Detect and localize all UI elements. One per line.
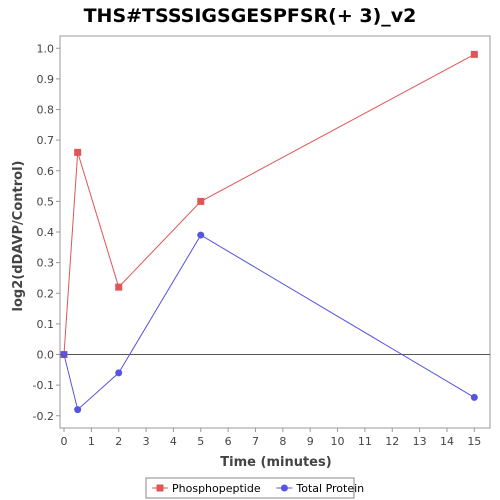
- data-point-phosphopeptide: [74, 148, 82, 156]
- x-axis: 0 1 2 3 4 5 6 7 8 9 10 11 12 13 14 15: [61, 428, 481, 448]
- legend-marker-total-protein: [280, 484, 288, 492]
- data-point-total-protein: [74, 406, 82, 414]
- y-tick-label: -0.2: [33, 410, 54, 423]
- x-tick-label: 1: [88, 435, 95, 448]
- x-tick-label: 0: [61, 435, 68, 448]
- x-tick-label: 14: [440, 435, 454, 448]
- y-tick-label: 0.5: [37, 195, 55, 208]
- x-tick-label: 12: [385, 435, 399, 448]
- x-tick-label: 10: [331, 435, 345, 448]
- data-point-total-protein: [197, 231, 205, 239]
- x-tick-label: 3: [143, 435, 150, 448]
- y-tick-label: 0.6: [37, 165, 55, 178]
- y-tick-label: 0.2: [37, 287, 55, 300]
- x-tick-label: 4: [170, 435, 177, 448]
- legend: Phosphopeptide Total Protein: [145, 477, 364, 499]
- x-axis-label: Time (minutes): [220, 455, 331, 470]
- y-tick-label: -0.1: [33, 379, 54, 392]
- y-axis-label: log2(dDAVP/Control): [11, 161, 26, 312]
- x-tick-label: 5: [197, 435, 204, 448]
- y-tick-label: 0.1: [37, 318, 55, 331]
- y-tick-label: 0.4: [37, 226, 55, 239]
- legend-marker-phosphopeptide: [156, 484, 164, 492]
- y-tick-label: 1.0: [37, 42, 55, 55]
- plot-area: [59, 35, 491, 429]
- x-tick-label: 7: [252, 435, 259, 448]
- legend-box: [145, 477, 355, 499]
- y-tick-label: 0.0: [37, 349, 55, 362]
- series-group: [60, 50, 478, 414]
- y-tick-label: 0.9: [37, 73, 55, 86]
- y-axis: -0.2 -0.1 0.0 0.1 0.2 0.3 0.4 0.5 0.6 0.7 0.8 0.9 1.…: [33, 42, 60, 423]
- x-tick-label: 11: [358, 435, 372, 448]
- x-tick-label: 2: [115, 435, 122, 448]
- series-line-total-protein: [63, 234, 475, 411]
- series-line-phosphopeptide: [63, 53, 475, 355]
- x-tick-label: 13: [413, 435, 427, 448]
- data-point-total-protein: [115, 369, 123, 377]
- data-point-phosphopeptide: [197, 197, 205, 205]
- data-point-total-protein: [470, 393, 478, 401]
- x-tick-label: 8: [279, 435, 286, 448]
- data-point-phosphopeptide: [115, 283, 123, 291]
- data-point-phosphopeptide: [470, 50, 478, 58]
- x-tick-label: 9: [307, 435, 314, 448]
- y-tick-label: 0.3: [37, 257, 55, 270]
- legend-label-phosphopeptide: Phosphopeptide: [172, 482, 261, 495]
- legend-label-total-protein: Total Protein: [295, 482, 364, 495]
- x-tick-label: 6: [225, 435, 232, 448]
- data-point-total-protein: [60, 351, 68, 358]
- y-tick-label: 0.8: [37, 104, 55, 117]
- y-tick-label: 0.7: [37, 134, 55, 147]
- x-tick-label: 15: [467, 435, 481, 448]
- chart-title: THS#TSSSIGSGESPFSR(+ 3)_v2: [84, 5, 417, 27]
